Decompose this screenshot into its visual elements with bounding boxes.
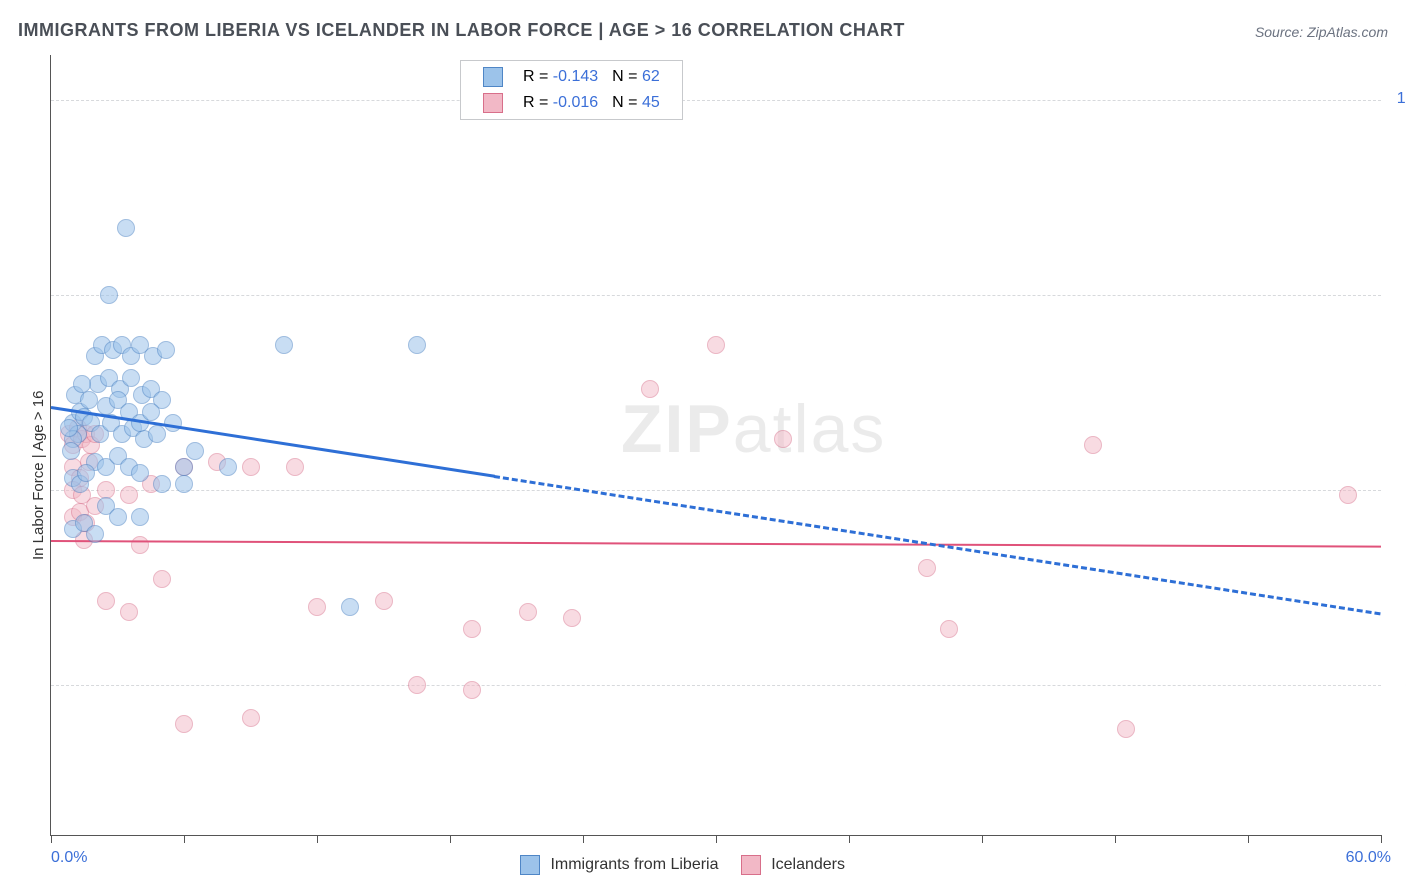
n-label: N = (612, 68, 637, 85)
data-point-b (774, 430, 792, 448)
data-point-a (186, 442, 204, 460)
r-value-a: -0.143 (553, 68, 598, 85)
data-point-b (918, 559, 936, 577)
data-point-a (80, 391, 98, 409)
gridline (51, 100, 1381, 101)
data-point-b (175, 715, 193, 733)
x-tick (1381, 835, 1382, 843)
data-point-b (408, 676, 426, 694)
y-tick-label: 100.0% (1391, 90, 1406, 108)
swatch-series-b (483, 93, 503, 113)
r-label: R = (523, 68, 548, 85)
data-point-b (940, 620, 958, 638)
data-point-a (175, 475, 193, 493)
gridline (51, 685, 1381, 686)
data-point-b (463, 681, 481, 699)
data-point-b (242, 709, 260, 727)
swatch-series-a (483, 67, 503, 87)
x-tick (317, 835, 318, 843)
data-point-a (148, 425, 166, 443)
x-tick (849, 835, 850, 843)
data-point-a (408, 336, 426, 354)
legend-row-series-b: R = -0.016 N = 45 (477, 91, 666, 115)
source-attribution: Source: ZipAtlas.com (1255, 24, 1388, 40)
data-point-a (153, 475, 171, 493)
trend-line-b (51, 540, 1381, 548)
legend-row-series-a: R = -0.143 N = 62 (477, 65, 666, 89)
data-point-a (341, 598, 359, 616)
data-point-b (120, 603, 138, 621)
data-point-b (707, 336, 725, 354)
data-point-b (97, 592, 115, 610)
x-axis-min-label: 0.0% (51, 849, 87, 867)
data-point-a (219, 458, 237, 476)
data-point-b (131, 536, 149, 554)
y-axis-title: In Labor Force | Age > 16 (30, 391, 47, 560)
data-point-b (375, 592, 393, 610)
n-value-b: 45 (642, 94, 660, 111)
data-point-b (308, 598, 326, 616)
correlation-legend: R = -0.143 N = 62 R = -0.016 N = 45 (460, 60, 683, 120)
data-point-a (60, 419, 78, 437)
legend-label-a: Immigrants from Liberia (550, 856, 718, 873)
x-tick (51, 835, 52, 843)
legend-label-b: Icelanders (771, 856, 845, 873)
data-point-a (117, 219, 135, 237)
data-point-b (286, 458, 304, 476)
gridline (51, 295, 1381, 296)
chart-title: IMMIGRANTS FROM LIBERIA VS ICELANDER IN … (18, 20, 905, 41)
data-point-a (142, 403, 160, 421)
data-point-b (1117, 720, 1135, 738)
n-value-a: 62 (642, 68, 660, 85)
y-tick-label: 82.5% (1391, 285, 1406, 303)
data-point-b (1339, 486, 1357, 504)
data-point-b (519, 603, 537, 621)
data-point-b (120, 486, 138, 504)
r-label: R = (523, 94, 548, 111)
plot-area: ZIPatlas 47.5%65.0%82.5%100.0%0.0%60.0% (50, 55, 1381, 836)
data-point-a (175, 458, 193, 476)
x-tick (1115, 835, 1116, 843)
r-value-b: -0.016 (553, 94, 598, 111)
n-label: N = (612, 94, 637, 111)
series-legend: Immigrants from Liberia Icelanders (520, 855, 845, 875)
x-tick (716, 835, 717, 843)
x-tick (450, 835, 451, 843)
data-point-b (242, 458, 260, 476)
watermark-bold: ZIP (621, 391, 733, 467)
data-point-a (77, 464, 95, 482)
data-point-a (275, 336, 293, 354)
data-point-a (122, 369, 140, 387)
data-point-a (157, 341, 175, 359)
data-point-b (463, 620, 481, 638)
x-tick (184, 835, 185, 843)
data-point-a (86, 525, 104, 543)
correlation-legend-table: R = -0.143 N = 62 R = -0.016 N = 45 (475, 63, 668, 117)
x-axis-max-label: 60.0% (1346, 849, 1391, 867)
data-point-a (131, 464, 149, 482)
data-point-a (131, 508, 149, 526)
x-tick (982, 835, 983, 843)
watermark: ZIPatlas (621, 390, 886, 468)
data-point-b (563, 609, 581, 627)
chart-container: IMMIGRANTS FROM LIBERIA VS ICELANDER IN … (0, 0, 1406, 892)
data-point-b (97, 481, 115, 499)
watermark-light: atlas (733, 391, 887, 467)
data-point-a (62, 442, 80, 460)
data-point-b (641, 380, 659, 398)
x-tick (583, 835, 584, 843)
swatch-series-b (741, 855, 761, 875)
gridline (51, 490, 1381, 491)
data-point-a (100, 286, 118, 304)
y-tick-label: 47.5% (1391, 675, 1406, 693)
y-tick-label: 65.0% (1391, 480, 1406, 498)
data-point-a (73, 375, 91, 393)
data-point-b (1084, 436, 1102, 454)
data-point-a (109, 508, 127, 526)
data-point-b (153, 570, 171, 588)
x-tick (1248, 835, 1249, 843)
swatch-series-a (520, 855, 540, 875)
